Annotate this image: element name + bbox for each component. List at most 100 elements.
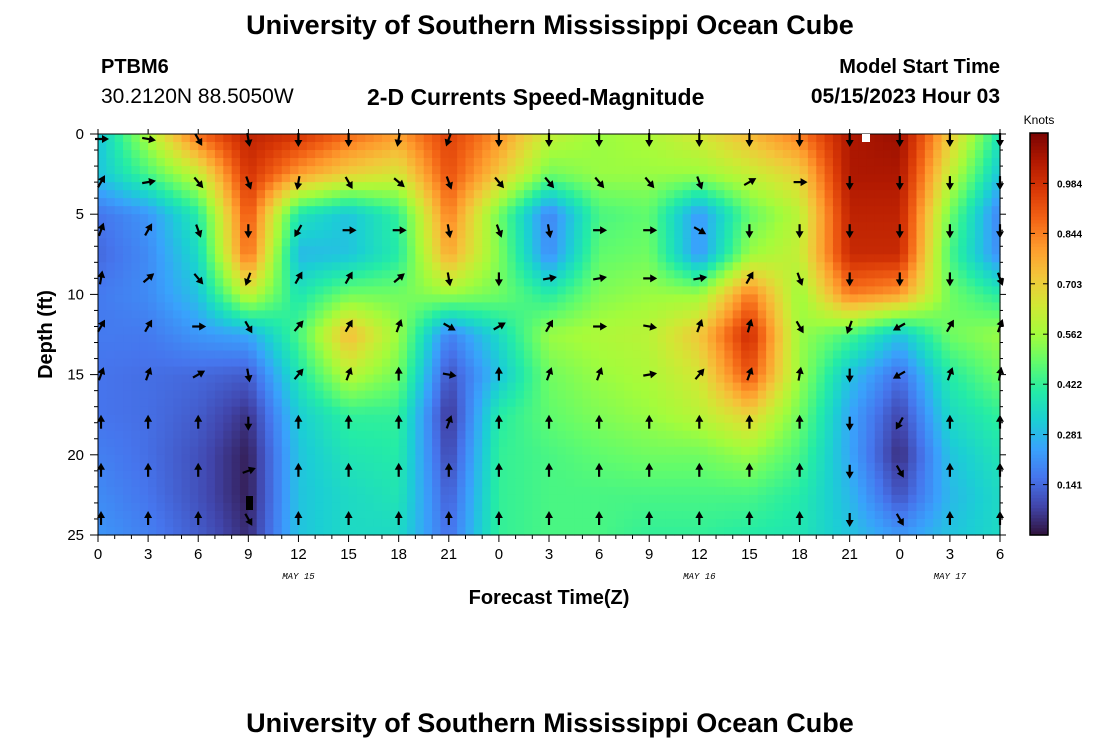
heatmap-cell bbox=[966, 350, 976, 360]
heatmap-cell bbox=[774, 302, 784, 312]
heatmap-cell bbox=[398, 134, 408, 143]
heatmap-cell bbox=[440, 190, 450, 199]
heatmap-cell bbox=[624, 214, 634, 223]
heatmap-cell bbox=[348, 350, 358, 360]
heatmap-cell bbox=[707, 294, 717, 304]
heatmap-cell bbox=[415, 470, 425, 480]
heatmap-cell bbox=[164, 350, 174, 360]
heatmap-cell bbox=[490, 318, 500, 328]
heatmap-cell bbox=[331, 478, 341, 488]
heatmap-cell bbox=[891, 246, 901, 255]
heatmap-cell bbox=[348, 198, 358, 207]
heatmap-cell bbox=[423, 422, 433, 432]
heatmap-cell bbox=[173, 286, 183, 295]
heatmap-cell bbox=[407, 214, 416, 223]
heatmap-cell bbox=[206, 438, 216, 448]
heatmap-cell bbox=[156, 310, 166, 320]
heatmap-cell bbox=[624, 486, 634, 496]
heatmap-cell bbox=[315, 182, 325, 191]
heatmap-cell bbox=[298, 278, 308, 287]
heatmap-cell bbox=[791, 174, 801, 183]
heatmap-cell bbox=[482, 478, 492, 488]
heatmap-cell bbox=[440, 222, 450, 231]
heatmap-cell bbox=[98, 486, 107, 496]
heatmap-cell bbox=[348, 278, 358, 287]
heatmap-cell bbox=[173, 494, 183, 504]
heatmap-cell bbox=[507, 382, 517, 392]
heatmap-cell bbox=[966, 158, 976, 167]
heatmap-cell bbox=[265, 310, 274, 320]
heatmap-cell bbox=[181, 446, 191, 456]
heatmap-cell bbox=[331, 342, 341, 352]
heatmap-cell bbox=[198, 502, 208, 512]
heatmap-cell bbox=[716, 190, 725, 199]
heatmap-cell bbox=[515, 358, 525, 368]
heatmap-cell bbox=[657, 382, 667, 392]
heatmap-cell bbox=[189, 486, 199, 496]
heatmap-cell bbox=[256, 310, 266, 320]
heatmap-cell bbox=[331, 470, 341, 480]
heatmap-cell bbox=[807, 414, 817, 424]
heatmap-cell bbox=[398, 310, 408, 320]
heatmap-cell bbox=[540, 494, 550, 504]
heatmap-cell bbox=[983, 326, 993, 336]
heatmap-cell bbox=[515, 414, 525, 424]
heatmap-cell bbox=[949, 238, 959, 247]
heatmap-cell bbox=[214, 494, 224, 504]
heatmap-cell bbox=[933, 318, 943, 328]
heatmap-cell bbox=[941, 150, 951, 159]
heatmap-cell bbox=[315, 174, 325, 183]
heatmap-cell bbox=[807, 166, 817, 175]
heatmap-cell bbox=[916, 302, 926, 312]
heatmap-cell bbox=[649, 342, 659, 352]
heatmap-cell bbox=[265, 246, 274, 255]
heatmap-cell bbox=[231, 382, 241, 392]
heatmap-cell bbox=[148, 494, 158, 504]
heatmap-cell bbox=[173, 230, 183, 239]
heatmap-cell bbox=[816, 182, 826, 191]
heatmap-cell bbox=[114, 150, 124, 159]
heatmap-cell bbox=[298, 438, 308, 448]
heatmap-cell bbox=[131, 390, 141, 400]
heatmap-cell bbox=[98, 278, 107, 287]
heatmap-cell bbox=[490, 342, 500, 352]
heatmap-cell bbox=[899, 414, 909, 424]
heatmap-cell bbox=[356, 254, 366, 263]
heatmap-cell bbox=[699, 182, 709, 191]
heatmap-cell bbox=[432, 430, 442, 440]
heatmap-cell bbox=[173, 278, 183, 287]
heatmap-cell bbox=[690, 166, 700, 175]
heatmap-cell bbox=[423, 462, 433, 472]
heatmap-cell bbox=[398, 374, 408, 384]
heatmap-cell bbox=[557, 214, 567, 223]
heatmap-cell bbox=[331, 494, 341, 504]
heatmap-cell bbox=[523, 406, 533, 416]
heatmap-cell bbox=[306, 438, 316, 448]
heatmap-cell bbox=[239, 182, 249, 191]
heatmap-cell bbox=[214, 230, 224, 239]
heatmap-cell bbox=[356, 318, 366, 328]
heatmap-cell bbox=[832, 198, 842, 207]
heatmap-cell bbox=[214, 294, 224, 304]
heatmap-cell bbox=[766, 414, 776, 424]
heatmap-cell bbox=[849, 326, 859, 336]
heatmap-cell bbox=[991, 206, 1001, 215]
heatmap-cell bbox=[239, 246, 249, 255]
heatmap-cell bbox=[407, 342, 416, 352]
heatmap-cell bbox=[732, 318, 742, 328]
heatmap-cell bbox=[131, 462, 141, 472]
heatmap-cell bbox=[557, 446, 567, 456]
heatmap-cell bbox=[649, 166, 659, 175]
heatmap-cell bbox=[340, 350, 350, 360]
heatmap-cell bbox=[515, 214, 525, 223]
heatmap-cell bbox=[824, 494, 834, 504]
heatmap-cell bbox=[966, 366, 976, 376]
heatmap-cell bbox=[532, 230, 542, 239]
heatmap-cell bbox=[766, 406, 776, 416]
heatmap-cell bbox=[682, 358, 692, 368]
heatmap-cell bbox=[106, 358, 116, 368]
heatmap-cell bbox=[123, 302, 133, 312]
heatmap-cell bbox=[690, 326, 700, 336]
heatmap-cell bbox=[223, 326, 233, 336]
heatmap-cell bbox=[298, 166, 308, 175]
